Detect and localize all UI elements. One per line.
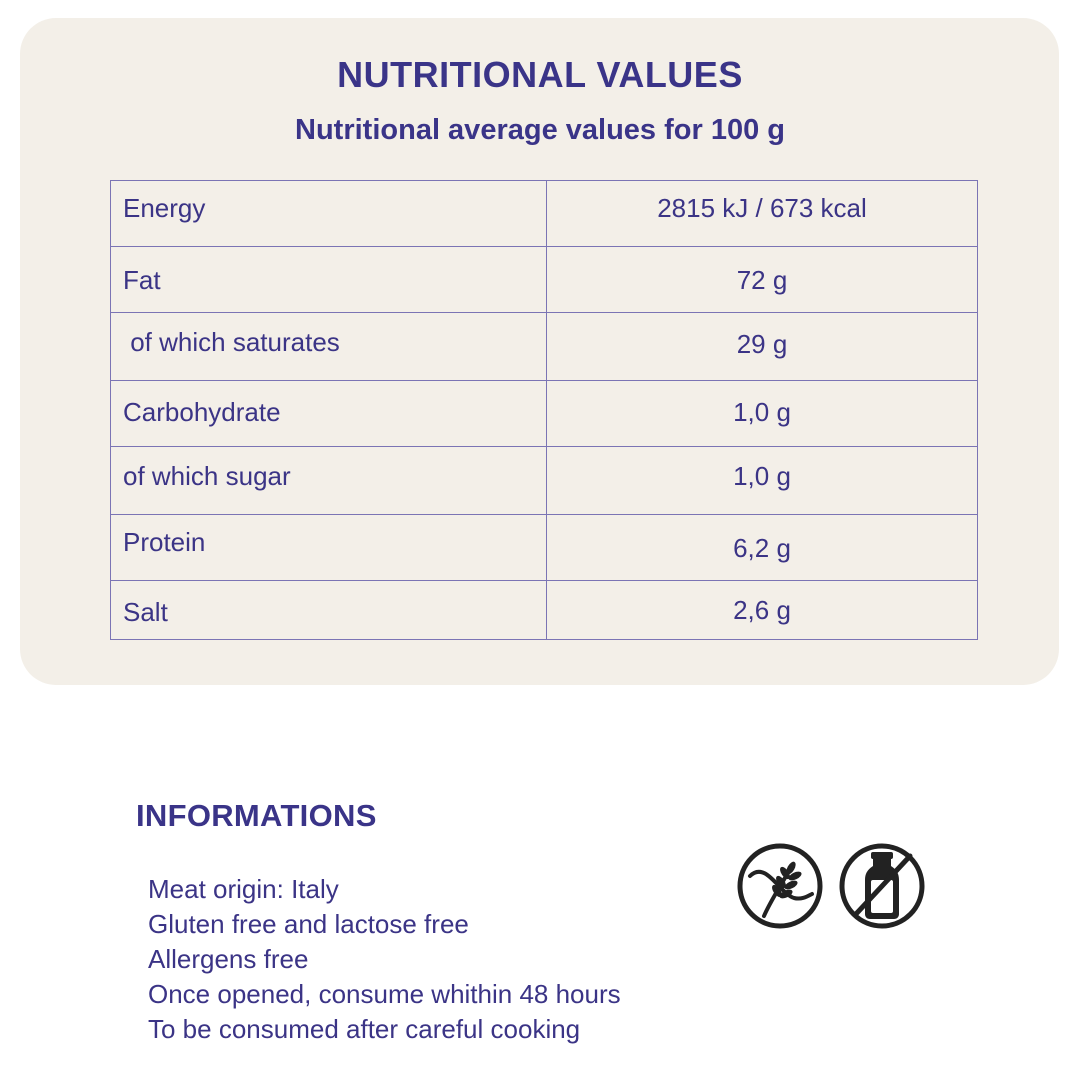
nutrient-value: 1,0 g xyxy=(733,397,791,427)
nutrient-value: 72 g xyxy=(736,265,788,295)
nutrient-label: of which saturates xyxy=(123,327,340,357)
nutrient-label: Salt xyxy=(123,597,168,627)
list-item: Once opened, consume whithin 48 hours xyxy=(148,979,621,1009)
nutrient-label: Energy xyxy=(123,193,206,223)
nutrient-label: of which sugar xyxy=(123,461,291,491)
table-row: Protein 6,2 g xyxy=(111,515,977,581)
nutrient-label: Protein xyxy=(123,527,206,557)
nutrient-value: 29 g xyxy=(736,329,788,359)
nutrient-value: 1,0 g xyxy=(733,461,791,491)
table-row: Carbohydrate 1,0 g xyxy=(111,381,977,447)
nutrition-table: Energy 2815 kJ / 673 kcal Fat 72 g of wh… xyxy=(110,180,978,640)
list-item: Allergens free xyxy=(148,944,309,974)
informations-heading: INFORMATIONS xyxy=(136,798,377,833)
table-row: Energy 2815 kJ / 673 kcal xyxy=(111,181,977,247)
table-row: Salt 2,6 g xyxy=(111,581,977,639)
nutrient-label: Carbohydrate xyxy=(123,397,281,427)
table-row: of which saturates 29 g xyxy=(111,313,977,381)
table-row: Fat 72 g xyxy=(111,247,977,313)
nutrition-card xyxy=(20,18,1059,685)
lactose-free-icon xyxy=(839,843,925,929)
nutrient-value: 6,2 g xyxy=(733,533,791,563)
nutrition-title: NUTRITIONAL VALUES xyxy=(337,54,743,95)
informations-list: Meat origin: Italy Gluten free and lacto… xyxy=(148,872,621,1047)
list-item: To be consumed after careful cooking xyxy=(148,1014,581,1044)
nutrient-value: 2,6 g xyxy=(733,595,791,625)
nutrient-value: 2815 kJ / 673 kcal xyxy=(657,193,867,223)
list-item: Meat origin: Italy xyxy=(148,874,339,904)
nutrition-subtitle: Nutritional average values for 100 g xyxy=(295,114,785,146)
table-row: of which sugar 1,0 g xyxy=(111,447,977,515)
table-column-divider xyxy=(546,181,547,639)
gluten-free-icon xyxy=(737,843,823,929)
nutrient-label: Fat xyxy=(123,265,161,295)
list-item: Gluten free and lactose free xyxy=(148,909,469,939)
